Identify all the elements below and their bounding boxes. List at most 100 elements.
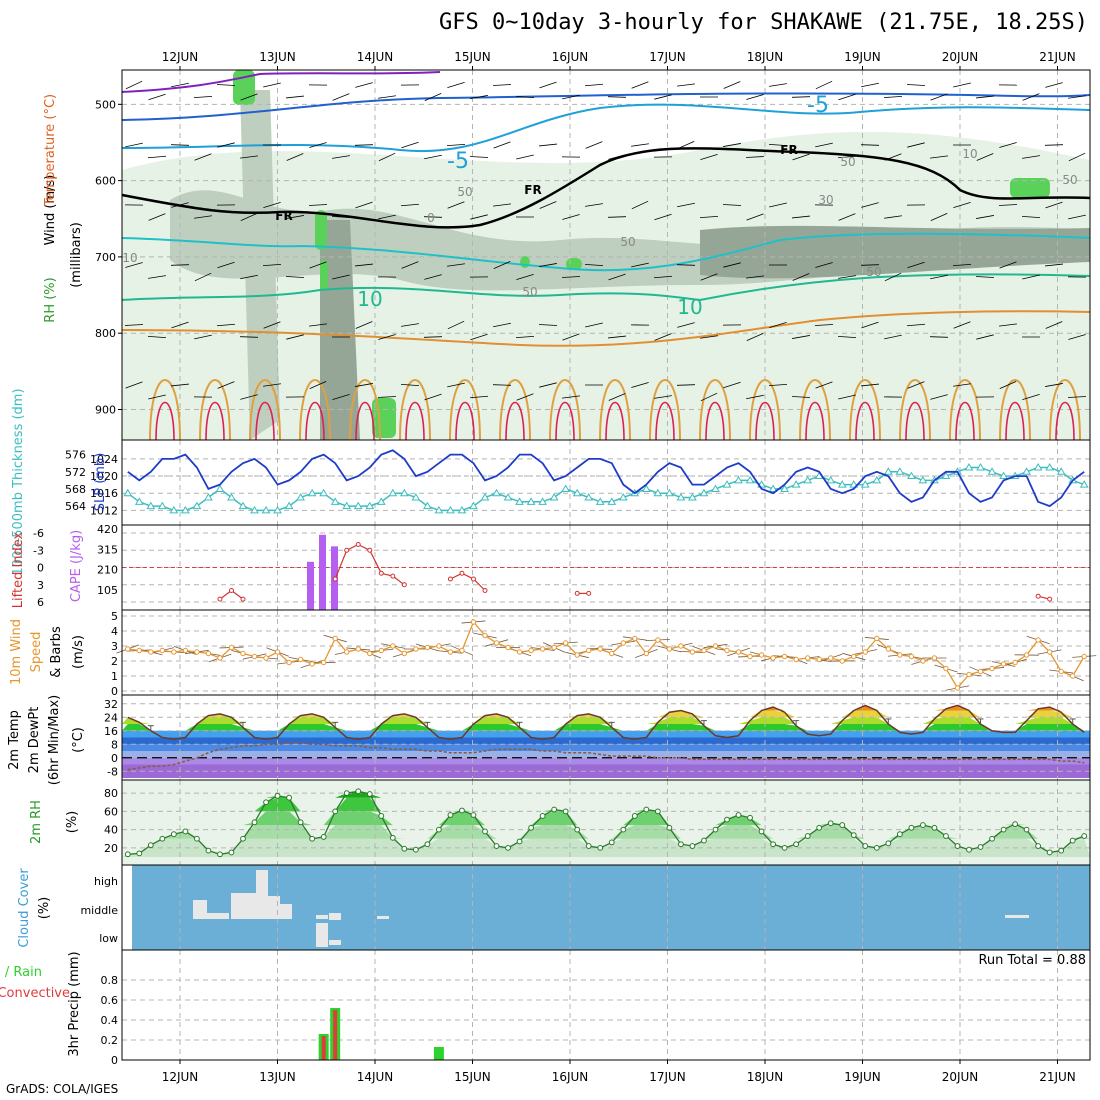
thickness-marker bbox=[941, 471, 951, 480]
cloud-tick-label: low bbox=[99, 932, 118, 945]
rh-marker bbox=[528, 824, 534, 831]
wind-barb bbox=[355, 263, 373, 267]
temp-contour-red-loop bbox=[755, 402, 775, 441]
wind-barb bbox=[539, 382, 557, 388]
lifted-index-marker bbox=[574, 590, 580, 596]
wind-barb bbox=[631, 262, 649, 268]
wind-barb bbox=[378, 334, 396, 340]
wind10-tick-label: 2 bbox=[111, 655, 118, 668]
wind-barb bbox=[401, 141, 419, 149]
rh-marker bbox=[908, 824, 915, 831]
wind-barb bbox=[170, 264, 190, 266]
wind-barb bbox=[1068, 334, 1086, 340]
thickness-marker bbox=[561, 484, 571, 492]
rh-marker bbox=[263, 799, 269, 806]
wind-barb bbox=[263, 383, 281, 387]
wind10-marker bbox=[747, 653, 753, 660]
temp-contour-orange-loop bbox=[699, 379, 731, 441]
slp-line bbox=[127, 449, 1085, 508]
wind-barb bbox=[516, 273, 534, 281]
rh-marker bbox=[966, 846, 972, 853]
thickness-marker bbox=[653, 488, 663, 497]
rh-marker bbox=[770, 841, 776, 848]
rh-marker bbox=[493, 843, 500, 849]
temp-contour-red-loop bbox=[505, 402, 525, 441]
wind-barb bbox=[516, 154, 534, 160]
wind10-marker bbox=[367, 650, 373, 657]
wind-barb bbox=[332, 93, 350, 101]
wind-barb bbox=[193, 95, 213, 99]
wind-barb bbox=[1022, 393, 1040, 401]
temp-contour-orange-loop bbox=[749, 379, 781, 441]
cloud-bar bbox=[329, 913, 341, 920]
rh-marker bbox=[654, 808, 661, 815]
temp-contour-orange-loop bbox=[149, 379, 181, 441]
wind-barb bbox=[1045, 263, 1063, 267]
cloud-bar bbox=[377, 916, 389, 919]
wind-barb bbox=[861, 321, 879, 329]
rh-marker bbox=[470, 812, 477, 818]
wind10-marker bbox=[332, 635, 338, 642]
wind10-marker bbox=[862, 649, 868, 655]
rh-marker bbox=[885, 840, 892, 847]
rh-marker bbox=[539, 813, 546, 819]
lifted-index-marker bbox=[332, 576, 338, 582]
wind10-marker bbox=[1035, 637, 1041, 643]
rh-marker bbox=[793, 841, 800, 848]
wind-barb bbox=[769, 83, 787, 87]
wind-barb bbox=[309, 261, 327, 269]
wind10-marker bbox=[217, 655, 223, 661]
wind-barb bbox=[562, 395, 580, 399]
thickness-marker bbox=[227, 493, 236, 501]
wind-barb bbox=[608, 393, 626, 401]
ylabel-cloud-units: (%) bbox=[37, 897, 52, 920]
wind-barb bbox=[584, 263, 604, 267]
thickness-marker bbox=[376, 497, 386, 505]
wind-barb bbox=[999, 323, 1017, 327]
date-label-bottom: 16JUN bbox=[552, 1070, 589, 1084]
temp-contour-red-loop bbox=[955, 402, 975, 441]
rh-marker bbox=[562, 808, 569, 815]
thickness-marker bbox=[1056, 467, 1066, 475]
rh-shade-column bbox=[320, 220, 360, 440]
rh-marker bbox=[551, 806, 558, 813]
wind-barb bbox=[424, 92, 442, 102]
temp-contour-orange-loop bbox=[449, 379, 481, 441]
wind-barb bbox=[355, 201, 373, 209]
wind-barb bbox=[424, 274, 442, 280]
precip-conv-bar bbox=[333, 1010, 338, 1060]
temp-contour-red-loop bbox=[355, 402, 375, 441]
ylabel-temp-units: (°C) bbox=[71, 727, 86, 753]
wind-barb bbox=[378, 214, 396, 220]
wind-barb bbox=[125, 381, 143, 389]
temp-contour-orange-loop bbox=[249, 379, 281, 441]
wind10-marker bbox=[816, 656, 822, 663]
wind-barb bbox=[906, 323, 926, 327]
date-label-top: 18JUN bbox=[747, 50, 784, 64]
precip-tick-label: 0.6 bbox=[101, 994, 119, 1007]
wind-barb bbox=[677, 322, 695, 328]
rh-green-patch bbox=[320, 260, 328, 290]
wind-barb bbox=[746, 94, 764, 100]
ylabel-wind10-units: (m/s) bbox=[71, 635, 86, 669]
thickness-tick-label: 576 bbox=[65, 449, 86, 462]
wind10-marker bbox=[148, 649, 154, 655]
cloud-bar bbox=[316, 915, 328, 919]
wind-barb bbox=[240, 274, 258, 280]
temp-line bbox=[127, 704, 1085, 740]
cloud-bar bbox=[329, 940, 341, 945]
wind10-marker bbox=[966, 671, 972, 678]
wind-barb bbox=[676, 384, 696, 386]
thickness-marker bbox=[503, 493, 513, 501]
lifted-index-line bbox=[450, 572, 486, 591]
wind-barb bbox=[423, 336, 443, 338]
pressure-tick-label: 700 bbox=[95, 251, 116, 264]
date-label-top: 15JUN bbox=[454, 50, 491, 64]
wind10-marker bbox=[344, 649, 350, 655]
thickness-marker bbox=[399, 488, 409, 497]
wind10-marker bbox=[528, 647, 534, 654]
date-label-bottom: 12JUN bbox=[162, 1070, 199, 1084]
rh-marker bbox=[320, 834, 327, 840]
contour-label: 10 bbox=[122, 251, 137, 265]
temp-band bbox=[122, 751, 1090, 758]
